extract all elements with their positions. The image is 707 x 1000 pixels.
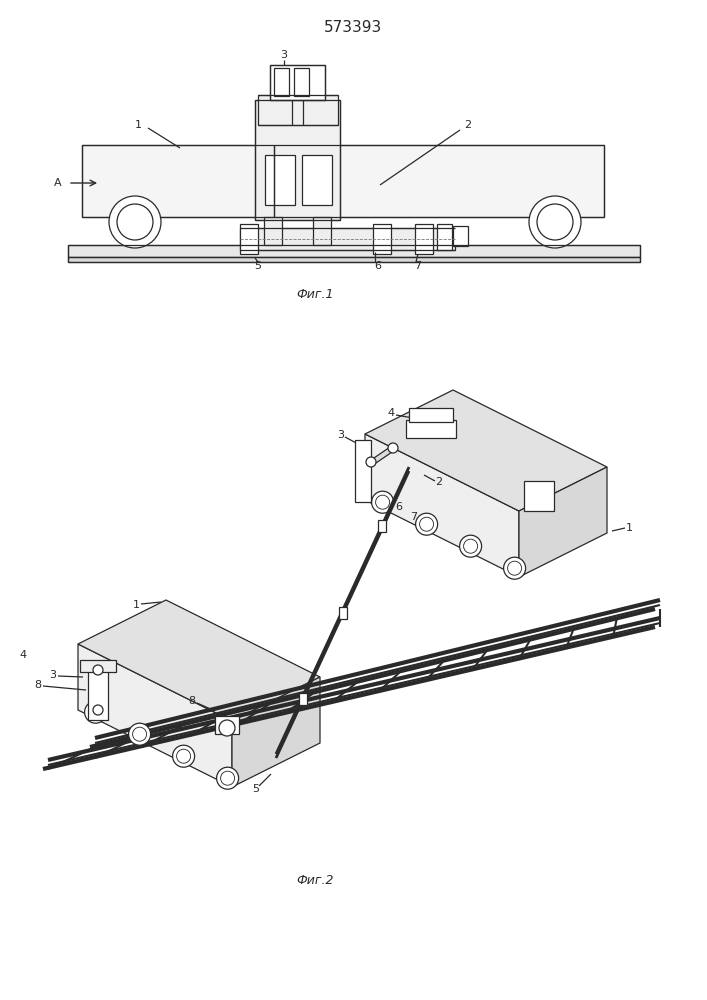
Circle shape (464, 539, 478, 553)
Circle shape (93, 705, 103, 715)
Text: 1: 1 (134, 120, 141, 130)
Text: Фиг.2: Фиг.2 (296, 874, 334, 886)
Bar (68, 245, 640, 257)
Bar (82, 145, 274, 217)
Bar (355, 440, 371, 502)
Text: 7: 7 (411, 512, 418, 522)
Bar (270, 65, 325, 100)
Circle shape (416, 513, 438, 535)
Circle shape (419, 517, 433, 531)
Bar (437, 224, 452, 250)
Circle shape (372, 491, 394, 513)
Text: 2: 2 (464, 120, 472, 130)
Text: 3: 3 (49, 670, 57, 680)
Circle shape (177, 749, 191, 763)
Bar (409, 408, 453, 422)
Bar (240, 228, 455, 250)
Text: A: A (54, 178, 62, 188)
Bar (274, 145, 604, 217)
Bar (274, 68, 289, 96)
Polygon shape (78, 644, 232, 787)
Bar (415, 224, 433, 254)
Text: 573393: 573393 (324, 20, 382, 35)
Text: 6: 6 (395, 502, 402, 512)
Bar (453, 226, 468, 246)
Bar (339, 606, 346, 618)
Circle shape (88, 705, 103, 719)
Text: 5: 5 (252, 784, 259, 794)
Polygon shape (232, 677, 320, 787)
Text: 4: 4 (19, 650, 27, 660)
Text: 3: 3 (337, 430, 344, 440)
Circle shape (503, 557, 525, 579)
Circle shape (133, 727, 146, 741)
Circle shape (129, 723, 151, 745)
Circle shape (537, 204, 573, 240)
Circle shape (219, 720, 235, 736)
Text: 2: 2 (436, 477, 443, 487)
Text: 3: 3 (281, 50, 288, 60)
Bar (255, 100, 340, 220)
Polygon shape (365, 390, 607, 511)
Circle shape (529, 196, 581, 248)
Polygon shape (365, 434, 519, 577)
Bar (406, 420, 456, 438)
Bar (80, 660, 116, 672)
Circle shape (216, 767, 238, 789)
Bar (88, 665, 108, 720)
Circle shape (173, 745, 194, 767)
Circle shape (388, 443, 398, 453)
Text: 4: 4 (387, 408, 395, 418)
Text: 7: 7 (414, 261, 421, 271)
Circle shape (508, 561, 522, 575)
Text: 6: 6 (375, 261, 382, 271)
Text: 8: 8 (35, 680, 42, 690)
Bar (215, 716, 239, 734)
Bar (373, 224, 391, 254)
Polygon shape (78, 600, 320, 721)
Bar (378, 520, 387, 532)
Circle shape (460, 535, 481, 557)
Text: 5: 5 (255, 261, 262, 271)
Polygon shape (519, 467, 607, 577)
Bar (264, 217, 282, 245)
Bar (298, 693, 307, 705)
Circle shape (366, 457, 376, 467)
Circle shape (109, 196, 161, 248)
Text: 8: 8 (189, 696, 196, 706)
Bar (313, 217, 331, 245)
Text: Фиг.1: Фиг.1 (296, 288, 334, 302)
Bar (294, 68, 309, 96)
Circle shape (85, 701, 107, 723)
Bar (265, 155, 295, 205)
Bar (258, 95, 338, 125)
Circle shape (117, 204, 153, 240)
Bar (68, 257, 640, 262)
Circle shape (221, 771, 235, 785)
Bar (240, 224, 258, 254)
Bar (302, 155, 332, 205)
Polygon shape (371, 445, 395, 465)
Text: 1: 1 (132, 600, 139, 610)
Circle shape (93, 665, 103, 675)
Bar (524, 481, 554, 511)
Text: 1: 1 (626, 523, 633, 533)
Circle shape (375, 495, 390, 509)
